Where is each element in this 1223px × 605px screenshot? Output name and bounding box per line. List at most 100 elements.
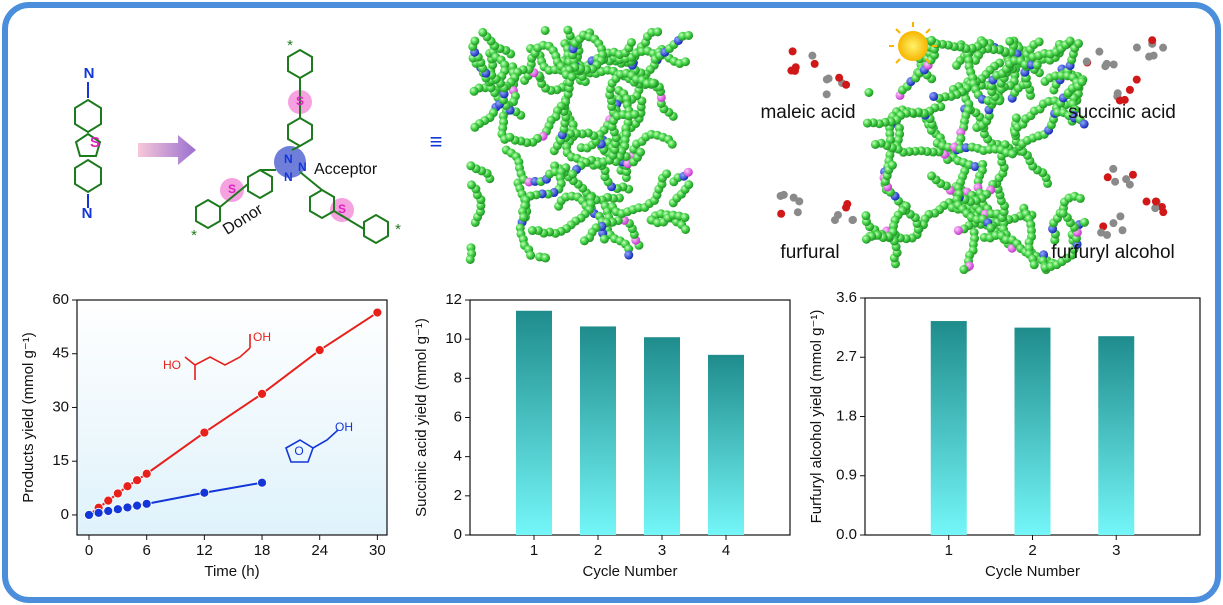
atom-label: N — [84, 65, 95, 82]
molecule-atom — [1128, 170, 1137, 179]
atom-ball — [684, 30, 694, 40]
atom-ball — [927, 35, 937, 45]
atom-label: S — [338, 202, 346, 216]
end-mark: * — [287, 37, 293, 54]
molecule-atom — [1132, 43, 1141, 52]
atom-ball — [505, 132, 515, 142]
data-point — [314, 345, 325, 356]
atom-ball — [887, 160, 897, 170]
atom-ball — [568, 169, 578, 179]
y-tick-label: 30 — [52, 398, 69, 415]
x-tick-label: 2 — [594, 542, 602, 559]
y-tick-label: 0.9 — [836, 467, 857, 484]
x-axis-label: Cycle Number — [582, 563, 677, 580]
molecule-atom — [843, 200, 852, 209]
y-tick-label: 8 — [454, 369, 462, 386]
atom-ball — [953, 225, 963, 235]
bar — [1014, 327, 1051, 535]
atom-ball — [861, 211, 871, 221]
data-point — [112, 488, 123, 499]
sun — [898, 31, 928, 61]
data-point — [84, 510, 94, 520]
data-point — [372, 307, 383, 318]
reactant-label: maleic acid — [760, 102, 855, 123]
data-point — [141, 498, 152, 509]
y-tick-label: 10 — [445, 330, 462, 347]
y-tick-label: 0.0 — [836, 526, 857, 543]
atom-ball — [684, 180, 694, 190]
acceptor-label: Acceptor — [314, 161, 378, 178]
atom-ball — [1007, 149, 1017, 159]
atom-label: S — [90, 134, 100, 151]
atom-ball — [636, 147, 646, 157]
atom-ball — [470, 122, 480, 132]
atom-ball — [527, 226, 537, 236]
atom-ball — [927, 171, 937, 181]
atom-ball — [470, 36, 480, 46]
y-tick-label: 15 — [52, 452, 69, 469]
atom-ball — [1079, 119, 1089, 129]
bar — [708, 354, 744, 535]
y-tick-label: 2 — [454, 487, 462, 504]
inset-label: O — [294, 444, 303, 458]
molecule-atom — [1103, 230, 1112, 239]
atom-ball — [541, 253, 551, 263]
bar — [580, 326, 616, 535]
atom-ball — [1075, 193, 1085, 203]
molecule-atom — [1109, 60, 1118, 69]
atom-ball — [662, 169, 672, 179]
atom-ball — [667, 139, 677, 149]
x-tick-label: 1 — [530, 542, 538, 559]
atom-ball — [959, 265, 969, 275]
y-axis-label: Products yield (mmol g⁻¹) — [20, 332, 37, 502]
x-tick-label: 0 — [85, 542, 93, 559]
atom-label: N — [284, 170, 293, 184]
molecule-atom — [1148, 36, 1157, 45]
molecules — [776, 36, 1168, 239]
molecule-atom — [1109, 164, 1118, 173]
molecule-atom — [830, 216, 839, 225]
atom-ball — [862, 118, 872, 128]
atom-label: S — [228, 182, 236, 196]
x-tick-label: 30 — [369, 542, 386, 559]
data-point — [132, 500, 142, 511]
molecule-atom — [776, 191, 785, 200]
molecule-atom — [1159, 43, 1168, 52]
data-point — [103, 495, 114, 506]
y-axis-label: Succinic acid yield (mmol g⁻¹) — [413, 318, 430, 517]
x-tick-label: 1 — [945, 542, 953, 559]
atom-ball — [469, 86, 479, 96]
molecule-atom — [1142, 197, 1151, 206]
product-label: succinic acid — [1068, 102, 1176, 123]
x-tick-label: 12 — [196, 542, 213, 559]
molecule-atom — [1111, 177, 1120, 186]
product-label: furfuryl alcohol — [1051, 242, 1175, 263]
data-point — [122, 502, 133, 513]
atom-ball — [1079, 217, 1089, 227]
inset-label: OH — [253, 330, 271, 344]
atom-ball — [1065, 36, 1075, 46]
y-axis-label: Furfuryl alcohol yield (mmol g⁻¹) — [808, 310, 825, 524]
x-axis-label: Time (h) — [204, 563, 259, 580]
equivalence: ≡ — [430, 129, 443, 154]
data-point — [112, 504, 123, 515]
plot-frame — [76, 299, 388, 536]
atom-ball — [1032, 60, 1042, 70]
atom-ball — [466, 161, 476, 171]
data-point — [199, 427, 210, 438]
atom-ball — [563, 25, 573, 35]
molecule-atom — [842, 80, 851, 89]
molecule-atom — [835, 73, 844, 82]
data-point — [199, 487, 210, 498]
atom-ball — [1034, 37, 1044, 47]
molecule-atom — [1116, 212, 1125, 221]
molecule-atom — [1082, 57, 1091, 66]
atom-ball — [870, 139, 880, 149]
monomer — [74, 82, 102, 208]
atom-ball — [864, 88, 874, 98]
atom-ball — [1074, 39, 1084, 49]
atom-ball — [952, 60, 962, 70]
y-tick-label: 45 — [52, 345, 69, 362]
end-mark: * — [191, 227, 197, 244]
atom-ball — [465, 254, 475, 264]
